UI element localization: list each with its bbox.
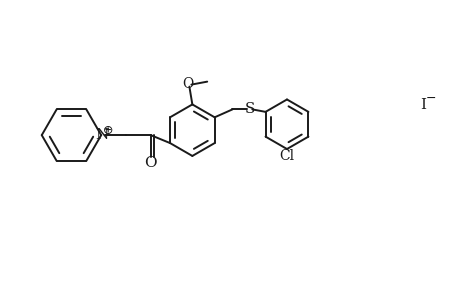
Text: O: O [144, 156, 157, 170]
Text: ⊕: ⊕ [103, 124, 113, 137]
Text: I: I [419, 98, 425, 112]
Text: N: N [95, 128, 108, 142]
Text: Cl: Cl [279, 149, 294, 164]
Text: −: − [425, 92, 436, 105]
Text: S: S [245, 102, 255, 116]
Text: O: O [181, 76, 193, 91]
